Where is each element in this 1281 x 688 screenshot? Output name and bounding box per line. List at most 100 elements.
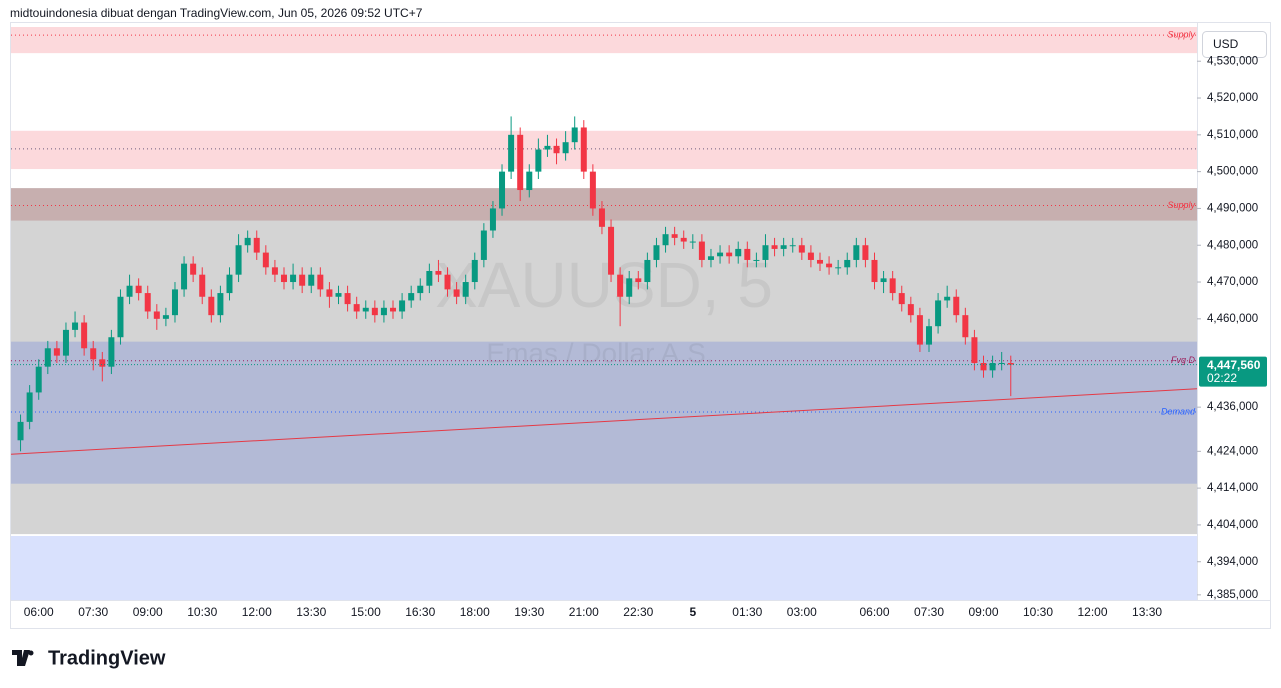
candle-body	[399, 300, 406, 312]
candle-body	[453, 289, 460, 297]
x-tick-label: 03:00	[787, 605, 817, 619]
level-label: Demand	[1161, 406, 1196, 416]
watermark-symbol: XAUUSD, 5	[435, 249, 773, 321]
candle-body	[489, 208, 496, 231]
x-tick-label: 12:00	[242, 605, 272, 619]
x-tick-label: 13:30	[296, 605, 326, 619]
candle-body	[980, 362, 987, 371]
y-tick-label: 4,436,000	[1207, 401, 1258, 413]
x-tick-label: 09:00	[968, 605, 998, 619]
x-tick-label: 5	[689, 605, 696, 619]
candle-body	[798, 245, 805, 253]
y-tick-label: 4,385,000	[1207, 589, 1258, 601]
candle-body	[290, 274, 297, 283]
candle-body	[816, 259, 823, 264]
candle-body	[380, 307, 387, 316]
level-label: Fvg D	[1171, 355, 1196, 365]
candle-body	[871, 259, 878, 283]
candle-body	[244, 237, 251, 246]
candle-body	[744, 248, 751, 260]
x-tick-label: 10:30	[1023, 605, 1053, 619]
candle-body	[371, 307, 378, 316]
zone	[11, 130, 1197, 170]
x-tick-label: 16:30	[405, 605, 435, 619]
header-text: midtouindonesia dibuat dengan TradingVie…	[10, 6, 423, 20]
candle-body	[589, 171, 596, 209]
candle-body	[181, 263, 188, 290]
candle-body	[862, 245, 869, 260]
currency-label: USD	[1213, 37, 1239, 51]
x-tick-label: 07:30	[914, 605, 944, 619]
last-price-label: 4,447,560	[1207, 358, 1261, 372]
y-tick-label: 4,470,000	[1207, 276, 1258, 288]
candle-body	[762, 245, 769, 260]
candle-body	[262, 252, 269, 268]
logo-dot	[28, 650, 34, 656]
zone	[11, 341, 1197, 484]
candle-body	[617, 274, 624, 297]
candle-body	[72, 322, 79, 330]
plot-area: XAUUSD, 5 Emas / Dollar A.S. Supply Supply F…	[10, 27, 1198, 600]
candle-body	[171, 289, 178, 316]
watermark-description: Emas / Dollar A.S.	[486, 337, 713, 368]
candle-body	[971, 337, 978, 363]
candle-body	[362, 307, 369, 312]
candle-body	[644, 259, 651, 283]
candle-body	[280, 274, 287, 283]
x-tick-label: 06:00	[24, 605, 54, 619]
y-tick-label: 4,490,000	[1207, 202, 1258, 214]
candle-body	[826, 263, 833, 268]
candle-body	[653, 245, 660, 260]
candle-body	[299, 274, 306, 286]
level-label: Supply	[1167, 200, 1195, 210]
x-tick-label: 13:30	[1132, 605, 1162, 619]
candle-body	[253, 237, 260, 253]
currency-button[interactable]	[1202, 31, 1267, 58]
logo-text: TradingView	[48, 647, 166, 669]
candle-body	[562, 142, 569, 154]
candle-body	[553, 145, 560, 154]
candle-body	[907, 304, 914, 316]
candle-body	[199, 274, 206, 297]
candle-body	[807, 252, 814, 260]
x-tick-label: 12:00	[1078, 605, 1108, 619]
candle-body	[390, 307, 397, 312]
level-label: Supply	[1167, 29, 1195, 39]
candle-body	[444, 274, 451, 290]
candle-body	[689, 241, 696, 243]
candle-body	[508, 134, 515, 172]
y-tick-label: 4,404,000	[1207, 519, 1258, 531]
logo-icon	[12, 650, 37, 666]
countdown-label: 02:22	[1207, 371, 1237, 385]
candle-body	[635, 278, 642, 283]
candle-body	[926, 326, 933, 345]
x-tick-label: 22:30	[623, 605, 653, 619]
candle-body	[726, 252, 733, 257]
y-tick-label: 4,460,000	[1207, 313, 1258, 325]
x-tick-label: 09:00	[133, 605, 163, 619]
candle-body	[471, 259, 478, 283]
candle-body	[44, 348, 51, 367]
candle-body	[717, 252, 724, 257]
candle-body	[235, 245, 242, 275]
candle-body	[435, 270, 442, 275]
candle-body	[535, 149, 542, 172]
candle-body	[707, 256, 714, 260]
y-tick-label: 4,520,000	[1207, 92, 1258, 104]
logo: TradingView	[12, 647, 166, 669]
candle-body	[62, 329, 69, 356]
candle-body	[135, 285, 142, 294]
y-tick-label: 4,414,000	[1207, 482, 1258, 494]
x-tick-label: 15:00	[351, 605, 381, 619]
candle-body	[217, 293, 224, 316]
x-tick-label: 07:30	[78, 605, 108, 619]
candle-body	[353, 304, 360, 312]
candle-body	[462, 282, 469, 297]
candle-body	[889, 278, 896, 294]
y-tick-label: 4,530,000	[1207, 55, 1258, 67]
candle-body	[81, 322, 88, 349]
candle-body	[117, 296, 124, 338]
candle-body	[335, 293, 342, 297]
candle-body	[53, 348, 60, 356]
